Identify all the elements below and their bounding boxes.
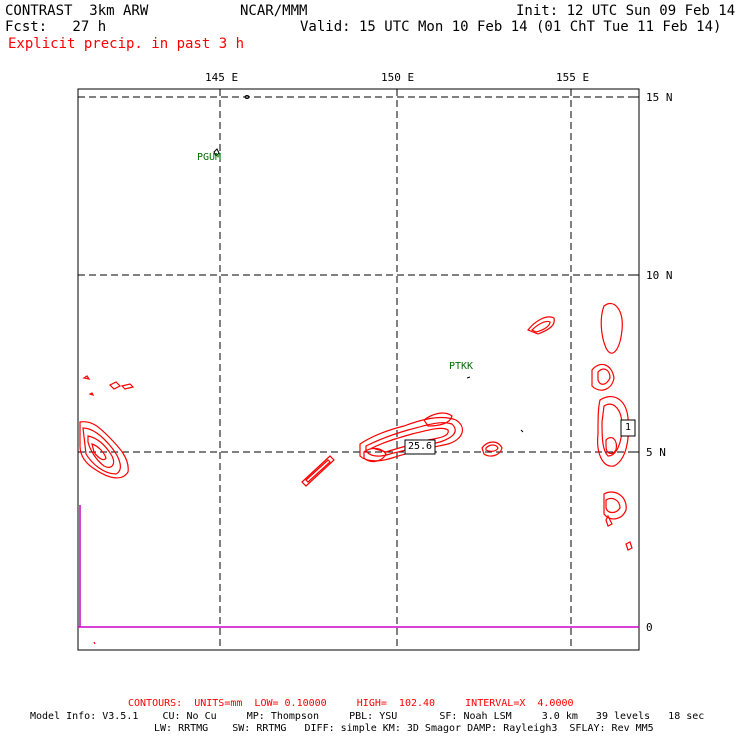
lat-tick-0: 0 (646, 621, 653, 634)
precip-contour (601, 403, 623, 457)
lon-tick-145: 145 E (205, 71, 239, 84)
field-title: Explicit precip. in past 3 h (8, 36, 245, 52)
precip-contour (481, 441, 503, 457)
init-time: Init: 12 UTC Sun 09 Feb 14 (516, 3, 736, 19)
max-value-label: 25.6 (408, 441, 433, 452)
precip-contour (120, 383, 135, 390)
center-name: NCAR/MMM (240, 3, 308, 19)
precip-contour (597, 396, 630, 467)
island-east (520, 429, 524, 433)
precip-contour (423, 412, 453, 427)
precip-contour (87, 435, 115, 468)
precip-contour (363, 447, 387, 463)
lon-tick-150: 150 E (381, 71, 415, 84)
precip-contour (305, 459, 331, 483)
min-value-box (620, 419, 636, 437)
model-info-line-1: Model Info: V3.5.1 CU: No Cu MP: Thompso… (30, 711, 705, 722)
precip-contour (591, 363, 615, 391)
precip-contours (79, 302, 633, 645)
lat-tick-15: 15 N (646, 91, 673, 104)
precip-contour (82, 375, 91, 380)
precip-contour (301, 455, 335, 487)
island-north (244, 95, 250, 99)
model-info-line-2: LW: RRTMG SW: RRTMG DIFF: simple KM: 3D … (154, 723, 654, 734)
precip-contour (600, 302, 623, 354)
precip-contour (527, 316, 555, 335)
precip-contour (605, 497, 621, 514)
precip-contour (91, 443, 107, 461)
contour-info: CONTOURS: UNITS=mm LOW= 0.10000 HIGH= 10… (128, 698, 574, 709)
forecast-hour: Fcst: 27 h (5, 19, 107, 35)
min-value-label: 1 (625, 422, 632, 433)
station-label-pgum: PGUM (197, 152, 222, 163)
precip-contour (79, 421, 129, 479)
precip-contour (597, 368, 611, 385)
precip-contour (603, 491, 627, 520)
precip-contour (605, 514, 613, 527)
precip-contour (605, 437, 617, 455)
precip-contour (359, 416, 464, 462)
precip-contour (93, 641, 96, 645)
valid-time: Valid: 15 UTC Mon 10 Feb 14 (01 ChT Tue … (300, 19, 722, 35)
precip-contour (625, 541, 633, 551)
precip-contour (485, 444, 499, 452)
precip-contour (88, 392, 95, 397)
precip-contour (530, 320, 551, 333)
lat-tick-5: 5 N (646, 446, 666, 459)
station-label-ptkk: PTKK (449, 361, 474, 372)
edge-ticks (219, 89, 639, 453)
lat-tick-10: 10 N (646, 269, 673, 282)
max-value-box (404, 439, 436, 455)
precip-contour (108, 381, 122, 390)
model-name: CONTRAST 3km ARW (5, 3, 149, 19)
lat-lon-grid (78, 89, 639, 650)
lon-tick-155: 155 E (556, 71, 590, 84)
island-guam (213, 148, 220, 157)
equator-line (78, 505, 639, 628)
map-frame (77, 88, 640, 651)
max-value-marker (404, 419, 636, 455)
precip-contour (365, 422, 456, 457)
island-chuuk (466, 376, 471, 379)
precip-contour (82, 427, 121, 475)
coastlines (213, 95, 524, 433)
